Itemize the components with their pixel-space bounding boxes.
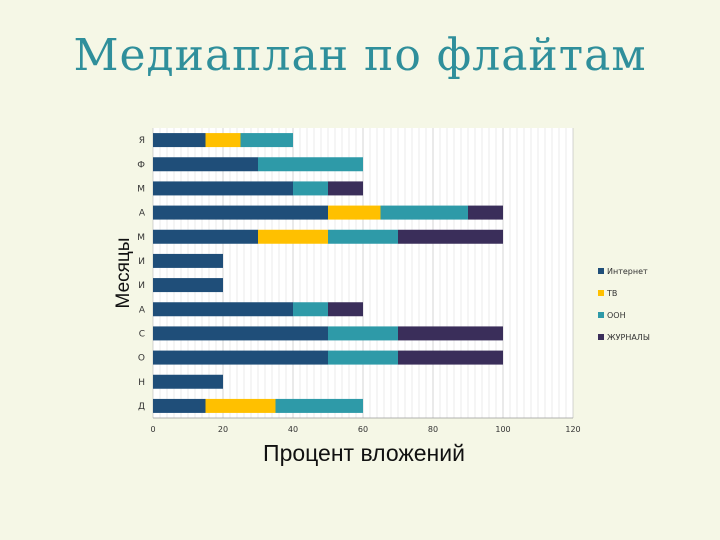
x-tick-label: 0 [150,425,155,434]
category-label: О [138,354,145,364]
legend-label: Интернет [607,267,648,276]
bar-segment [258,229,328,244]
bar-segment [240,133,293,148]
legend-label: ТВ [606,289,617,298]
bar-segment [328,326,398,341]
bar-segment [153,302,293,317]
bar-segment [293,302,328,317]
bar-segment [328,205,381,220]
y-axis-title: Месяцы [113,238,134,309]
bars [153,133,503,413]
x-tick-label: 80 [428,425,438,434]
category-label: Я [139,136,145,146]
bar-segment [328,229,398,244]
x-tick-label: 120 [565,425,580,434]
legend-swatch [598,290,604,296]
bar-segment [153,374,223,389]
bar-segment [153,133,206,148]
bar-segment [398,326,503,341]
bar-segment [328,181,363,196]
category-label: М [137,184,145,194]
x-tick-label: 40 [288,425,298,434]
category-label: М [137,233,145,243]
slide-title: Медиаплан по флайтам [73,30,647,81]
bar-segment [153,181,293,196]
bar-segment [275,398,363,413]
legend-swatch [598,268,604,274]
bar-segment [293,181,328,196]
x-tick-label: 60 [358,425,368,434]
bar-segment [328,302,363,317]
bar-segment [258,157,363,172]
legend-swatch [598,334,604,340]
bar-segment [153,253,223,268]
bar-segment [380,205,468,220]
bar-segment [153,157,258,172]
x-tick-label: 100 [495,425,510,434]
x-tick-label: 20 [218,425,228,434]
legend-label: OOH [607,311,626,320]
bar-segment [205,133,241,148]
bar-segment [468,205,503,220]
bar-segment [398,229,503,244]
category-label: И [138,281,145,291]
legend-swatch [598,312,604,318]
legend-label: ЖУРНАЛЫ [607,333,650,342]
bar-segment [153,278,223,293]
legend: Интернет ТВ OOH ЖУРНАЛЫ [598,267,650,342]
bar-segment [398,350,503,365]
x-tick-labels: 0 20 40 60 80 100 120 [150,425,580,434]
category-label: Н [138,378,145,388]
category-label: С [139,329,145,339]
bar-segment [328,350,398,365]
bar-segment [205,398,276,413]
category-label: А [139,305,146,315]
bar-segment [153,205,328,220]
x-axis-title: Процент вложений [263,440,465,466]
category-label: Д [138,402,145,412]
category-labels: Я Ф М А М И И А С О Н Д [137,136,146,412]
bar-segment [153,326,328,341]
bar-segment [153,398,206,413]
category-label: Ф [137,160,145,170]
bar-segment [153,350,328,365]
category-label: И [138,257,145,267]
bar-segment [153,229,258,244]
category-label: А [139,209,146,219]
gridlines [152,128,574,419]
